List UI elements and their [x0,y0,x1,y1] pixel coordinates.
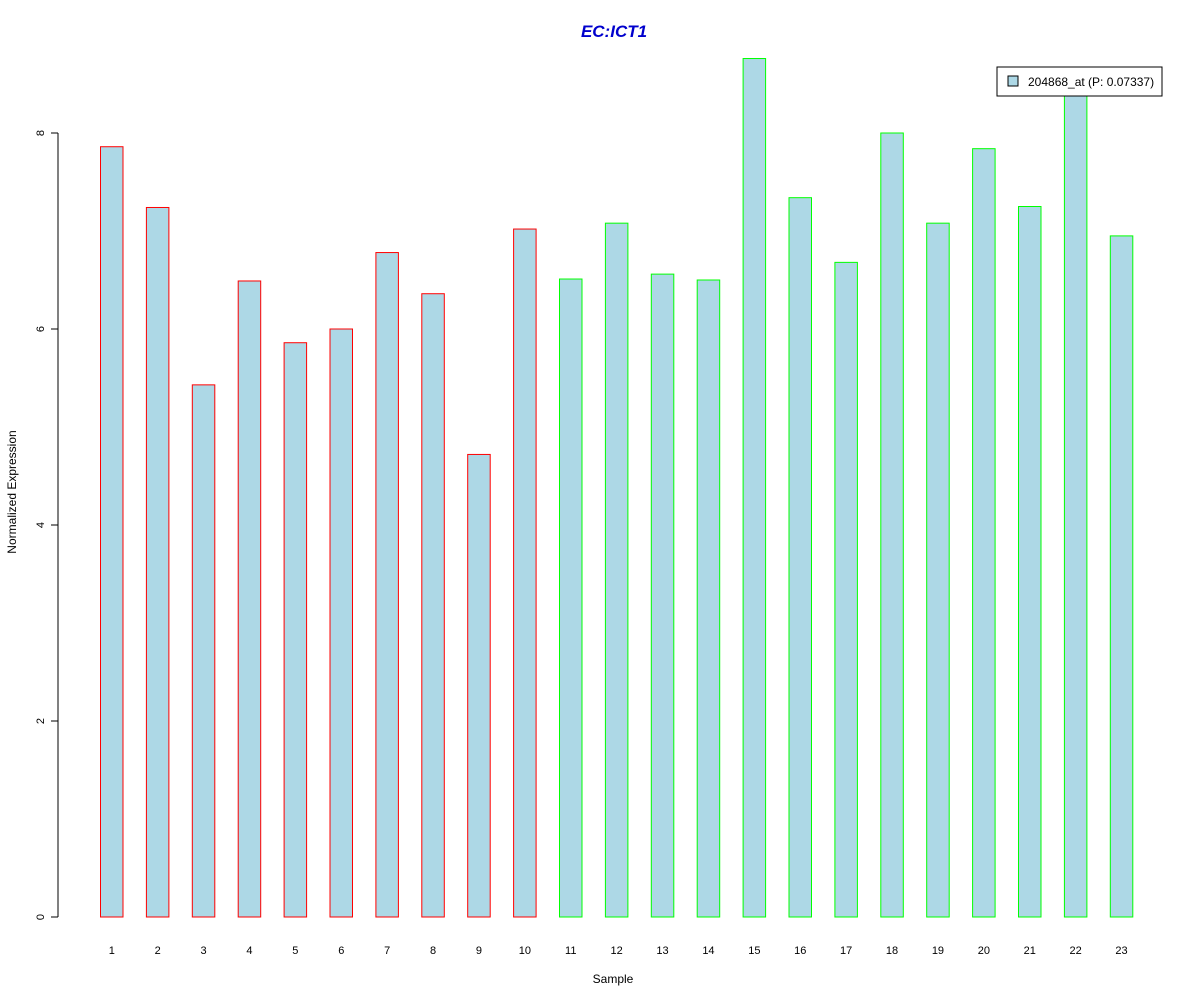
bar-sample-19 [926,222,950,918]
bar-sample-2 [145,206,170,918]
y-tick-label: 8 [35,130,47,136]
chart-title: EC:ICT1 [581,22,647,41]
bar-sample-7 [375,252,399,918]
bar-sample-5 [283,342,308,918]
x-tick-label: 14 [702,945,714,957]
bar-sample-3 [191,384,216,918]
x-tick-label: 5 [292,945,298,957]
y-tick-label: 6 [35,326,47,332]
x-tick-label: 22 [1070,945,1082,957]
x-tick-label: 17 [840,945,852,957]
x-tick-label: 15 [748,945,760,957]
x-tick-label: 7 [384,945,390,957]
x-tick-label: 19 [932,945,944,957]
bar-sample-16 [788,197,812,918]
legend-swatch [1007,75,1019,87]
bar-sample-15 [742,58,767,918]
x-tick-label: 21 [1024,945,1036,957]
x-tick-label: 16 [794,945,806,957]
y-axis-label: Normalized Expression [5,430,19,553]
x-tick-labels: 1 2 3 4 5 6 7 8 9 10 11 12 13 14 15 16 17 18 19 20 21 22 23 [109,945,1128,957]
bar-sample-13 [650,273,675,918]
legend: 204868_at (P: 0.07337) [996,66,1163,97]
x-tick-label: 8 [430,945,436,957]
bar-sample-20 [972,148,996,918]
y-axis: 0 2 4 6 8 [35,130,59,920]
x-tick-label: 12 [611,945,623,957]
bar-sample-6 [329,328,353,918]
bar-sample-8 [421,293,445,918]
bar-sample-23 [1109,235,1134,918]
x-tick-label: 4 [246,945,252,957]
bar-sample-4 [237,280,262,918]
bar-sample-12 [604,222,629,918]
bar-sample-14 [696,279,721,918]
x-tick-label: 6 [338,945,344,957]
bars-group [100,58,1134,918]
x-tick-label: 18 [886,945,898,957]
y-tick-label: 0 [35,914,47,920]
x-tick-label: 20 [978,945,990,957]
legend-label: 204868_at (P: 0.07337) [1028,75,1154,89]
bar-sample-18 [880,132,904,918]
bar-sample-9 [467,453,491,918]
bar-sample-11 [559,278,583,918]
bar-sample-22 [1063,91,1088,918]
bar-sample-17 [834,261,858,918]
x-tick-label: 10 [519,945,531,957]
x-tick-label: 9 [476,945,482,957]
x-tick-label: 3 [200,945,206,957]
x-tick-label: 13 [656,945,668,957]
x-tick-label: 11 [565,945,576,957]
legend-box [996,66,1163,97]
x-tick-label: 2 [155,945,161,957]
bar-sample-1 [100,146,124,918]
x-tick-label: 23 [1115,945,1127,957]
y-tick-label: 4 [35,522,47,528]
bar-sample-10 [513,228,537,918]
bar-sample-21 [1018,206,1042,918]
x-tick-label: 1 [109,945,115,957]
y-tick-label: 2 [35,718,47,724]
x-axis-label: Sample [593,972,634,986]
